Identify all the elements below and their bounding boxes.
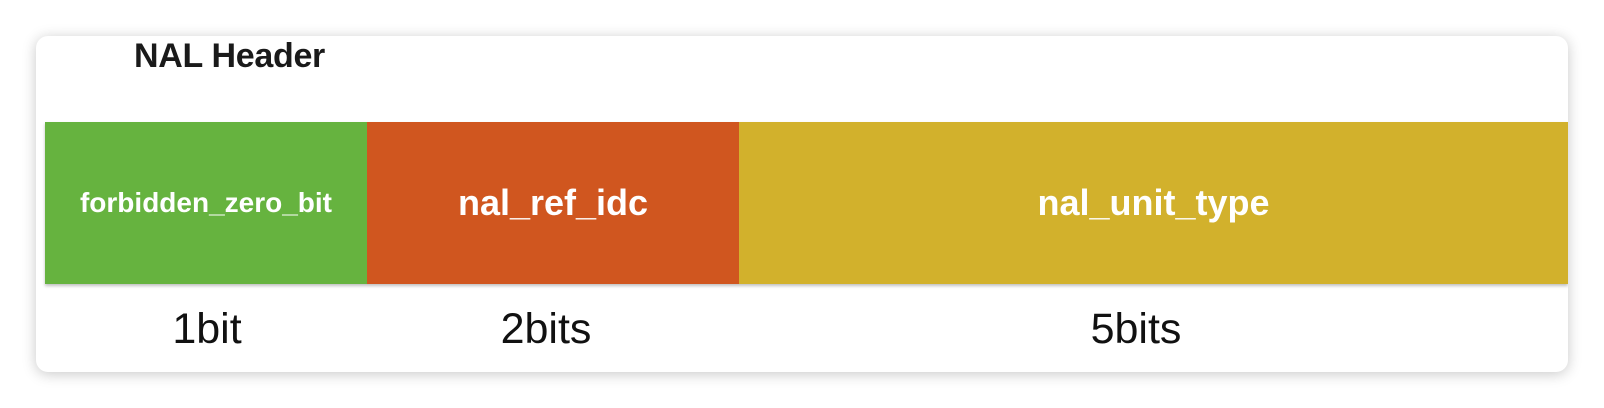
bit-width-nal-unit-type: 5bits <box>1090 305 1182 353</box>
header-field-bar: forbidden_zero_bit nal_ref_idc nal_unit_… <box>45 122 1568 284</box>
field-label-nal-unit-type: nal_unit_type <box>1037 182 1270 223</box>
bit-width-nal-ref-idc: 2bits <box>500 305 592 353</box>
field-nal-ref-idc: nal_ref_idc <box>367 122 739 284</box>
field-forbidden-zero-bit: forbidden_zero_bit <box>45 122 367 284</box>
field-label-nal-ref-idc: nal_ref_idc <box>457 182 649 223</box>
nal-header-diagram: NAL Header forbidden_zero_bit nal_ref_id… <box>36 36 1568 372</box>
diagram-title: NAL Header <box>134 37 325 75</box>
field-nal-unit-type: nal_unit_type <box>739 122 1568 284</box>
field-label-forbidden-zero-bit: forbidden_zero_bit <box>79 187 332 218</box>
bit-width-forbidden-zero-bit: 1bit <box>172 305 242 353</box>
